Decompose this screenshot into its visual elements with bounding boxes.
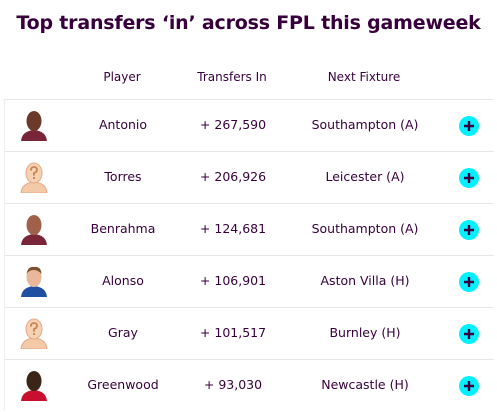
player-avatar xyxy=(18,213,50,249)
player-avatar xyxy=(18,265,50,301)
table-row: Torres + 206,926 Leicester (A) xyxy=(4,151,494,203)
add-icon[interactable] xyxy=(458,115,480,137)
add-icon[interactable] xyxy=(458,375,480,397)
avatar-icon xyxy=(21,266,47,297)
player-avatar xyxy=(18,161,50,197)
next-fixture: Southampton (A) xyxy=(311,117,419,132)
next-fixture: Aston Villa (H) xyxy=(320,273,410,288)
table-row: Greenwood + 93,030 Newcastle (H) xyxy=(4,359,494,411)
avatar-icon xyxy=(21,111,47,141)
column-header: Transfers In xyxy=(197,70,267,84)
avatar-icon xyxy=(21,215,47,245)
table-row: Antonio + 267,590 Southampton (A) xyxy=(4,99,494,151)
add-button[interactable] xyxy=(458,271,480,297)
player-avatar xyxy=(18,317,50,353)
avatar-icon xyxy=(21,371,47,401)
title: Top transfers ‘in’ across FPL this gamew… xyxy=(16,12,481,34)
player-name: Gray xyxy=(108,325,138,340)
add-button[interactable] xyxy=(458,219,480,245)
avatar-icon xyxy=(20,162,48,194)
add-button[interactable] xyxy=(458,115,480,141)
transfers-in: + 267,590 xyxy=(199,117,267,132)
player-name: Antonio xyxy=(98,117,148,132)
add-button[interactable] xyxy=(458,375,480,401)
add-icon[interactable] xyxy=(458,323,480,345)
add-icon[interactable] xyxy=(458,219,480,241)
next-fixture: Leicester (A) xyxy=(325,169,405,184)
table-row: Benrahma + 124,681 Southampton (A) xyxy=(4,203,494,255)
column-header: Next Fixture xyxy=(327,70,401,84)
transfers-in: + 124,681 xyxy=(199,221,267,236)
add-button[interactable] xyxy=(458,167,480,193)
table-row: Gray + 101,517 Burnley (H) xyxy=(4,307,494,359)
column-header: Player xyxy=(103,70,141,84)
next-fixture: Burnley (H) xyxy=(329,325,401,340)
add-icon[interactable] xyxy=(458,167,480,189)
player-name: Alonso xyxy=(102,273,144,288)
transfers-in: + 206,926 xyxy=(199,169,267,184)
next-fixture: Newcastle (H) xyxy=(321,377,409,392)
table-row: Alonso + 106,901 Aston Villa (H) xyxy=(4,255,494,307)
add-icon[interactable] xyxy=(458,271,480,293)
player-name: Torres xyxy=(104,169,142,184)
player-avatar xyxy=(18,369,50,405)
transfers-in: + 93,030 xyxy=(203,377,263,392)
player-name: Benrahma xyxy=(90,221,156,236)
player-avatar xyxy=(18,109,50,145)
add-button[interactable] xyxy=(458,323,480,349)
player-name: Greenwood xyxy=(87,377,159,392)
transfers-in: + 101,517 xyxy=(199,325,267,340)
transfers-in: + 106,901 xyxy=(199,273,267,288)
avatar-icon xyxy=(20,318,48,350)
next-fixture: Southampton (A) xyxy=(311,221,419,236)
